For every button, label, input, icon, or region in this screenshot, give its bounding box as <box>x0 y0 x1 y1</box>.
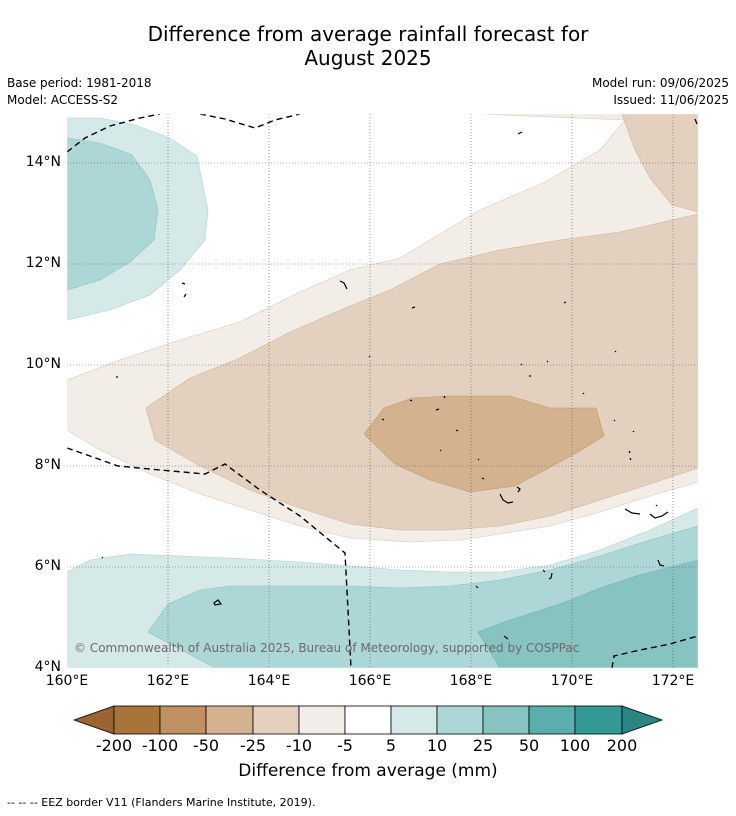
lon-label-166e: 166°E <box>348 673 392 689</box>
map-gridlines <box>67 114 698 668</box>
colorbar-bin-9 <box>482 705 530 735</box>
island-coastlines <box>101 118 698 640</box>
map-plot-area <box>67 114 698 668</box>
lon-label-162e: 162°E <box>146 673 190 689</box>
colorbar-tick-label: 10 <box>426 736 448 755</box>
lat-label-12n: 12°N <box>25 255 61 271</box>
title-line-1: Difference from average rainfall forecas… <box>147 22 589 46</box>
colorbar-tick-label: -5 <box>337 736 353 755</box>
meta-right: Model run: 09/06/2025 Issued: 11/06/2025 <box>592 75 729 109</box>
lat-label-14n: 14°N <box>25 154 61 170</box>
colorbar-tick-label: -50 <box>192 736 220 755</box>
colorbar-title: Difference from average (mm) <box>238 761 498 781</box>
lon-label-160e: 160°E <box>45 673 89 689</box>
colorbar-over-arrow <box>621 705 664 735</box>
lat-label-10n: 10°N <box>25 356 61 372</box>
rainfall-region-minus25-northeast <box>621 114 698 213</box>
colorbar-tick-label: 5 <box>385 736 397 755</box>
map-title: Difference from average rainfall forecas… <box>0 22 736 70</box>
title-line-2: August 2025 <box>304 46 432 70</box>
colorbar-tick-label: 200 <box>606 736 638 755</box>
base-period: Base period: 1981-2018 <box>7 76 152 90</box>
colorbar-tick-label: 25 <box>472 736 494 755</box>
colorbar-tick-label: -100 <box>141 736 179 755</box>
colorbar-bin-2 <box>159 705 207 735</box>
lon-label-172e: 172°E <box>651 673 695 689</box>
colorbar-bin-3 <box>205 705 254 735</box>
colorbar-under-arrow <box>72 705 115 735</box>
eez-borders <box>67 114 698 668</box>
copyright-notice: © Commonwealth of Australia 2025, Bureau… <box>74 641 580 655</box>
colorbar-bin-6 <box>344 705 392 735</box>
colorbar-bin-11 <box>574 705 623 735</box>
colorbar-bin-1 <box>113 705 161 735</box>
meta-left: Base period: 1981-2018 Model: ACCESS-S2 <box>7 75 152 109</box>
rainfall-region-plus10-northwest <box>67 137 159 291</box>
lat-label-4n: 4°N <box>34 659 61 675</box>
colorbar-bin-5 <box>298 705 346 735</box>
eez-legend-note: -- -- -- EEZ border V11 (Flanders Marine… <box>7 796 316 809</box>
lat-label-8n: 8°N <box>34 457 61 473</box>
colorbar-bin-4 <box>252 705 300 735</box>
colorbar <box>72 705 664 735</box>
model-name: Model: ACCESS-S2 <box>7 93 119 107</box>
issued-date: Issued: 11/06/2025 <box>613 93 729 107</box>
colorbar-tick-label: -25 <box>239 736 267 755</box>
lat-label-6n: 6°N <box>34 558 61 574</box>
lon-label-168e: 168°E <box>449 673 493 689</box>
model-run: Model run: 09/06/2025 <box>591 76 729 90</box>
rainfall-region-minus50 <box>363 395 605 493</box>
lon-label-164e: 164°E <box>247 673 291 689</box>
lon-label-170e: 170°E <box>550 673 594 689</box>
colorbar-bin-10 <box>528 705 576 735</box>
colorbar-tick-label: 50 <box>518 736 540 755</box>
colorbar-tick-label: 100 <box>559 736 591 755</box>
rainfall-region-plus25-south <box>477 559 698 668</box>
colorbar-bin-7 <box>390 705 438 735</box>
colorbar-tick-label: -10 <box>285 736 313 755</box>
colorbar-tick-label: -200 <box>95 736 133 755</box>
map-frame <box>66 113 699 669</box>
colorbar-bin-8 <box>436 705 484 735</box>
